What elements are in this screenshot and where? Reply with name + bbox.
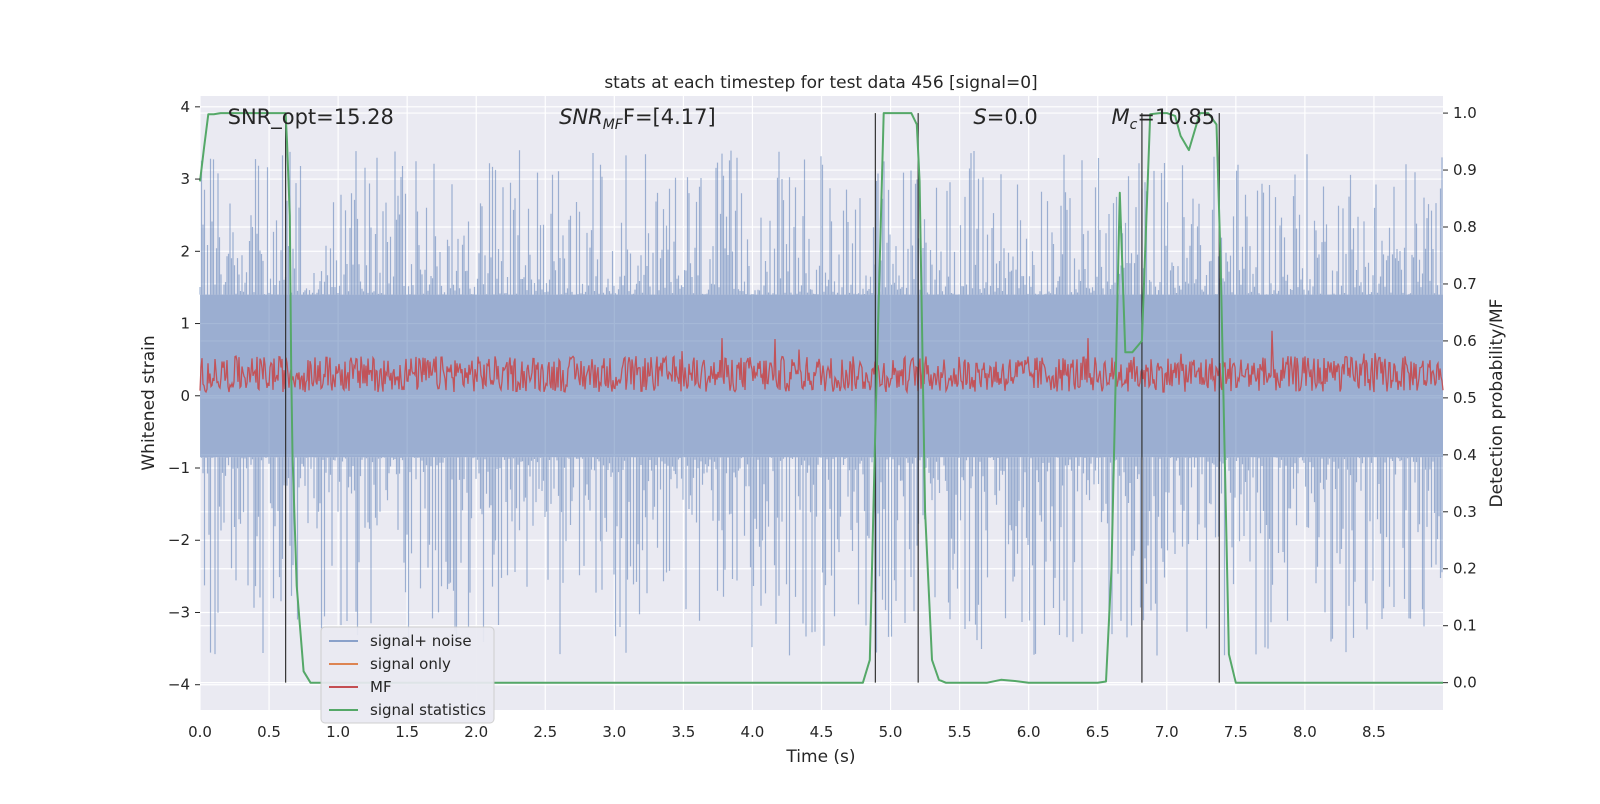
y-tick-label-left: 3 [180, 170, 190, 188]
x-tick-label: 6.0 [1017, 723, 1041, 741]
x-tick-label: 5.0 [879, 723, 903, 741]
legend-box [320, 626, 495, 724]
x-tick-label: 5.5 [948, 723, 972, 741]
chart-title: stats at each timestep for test data 456… [604, 73, 1037, 93]
y-axis-title-left: Whitened strain [139, 335, 159, 470]
y-tick-label-right: 0.0 [1453, 674, 1477, 692]
x-tick-label: 8.0 [1293, 723, 1317, 741]
signal-statistics-series [199, 112, 1443, 684]
legend-label: signal statistics [370, 701, 486, 719]
annotations: SNR_opt=15.28 SNRMFF=[4.17] S=0.0 Mc=10.85 [228, 105, 1215, 133]
y-tick-label-left: −2 [168, 531, 190, 549]
x-tick-label: 7.0 [1155, 723, 1179, 741]
x-tick-label: 2.0 [464, 723, 488, 741]
mf-line [199, 330, 1444, 395]
y-tick-label-right: 0.7 [1453, 275, 1477, 293]
x-tick-label: 6.5 [1086, 723, 1110, 741]
x-tick-label: 7.5 [1224, 723, 1248, 741]
signal-statistics-line [199, 112, 1443, 684]
annotation-3: S=0.0 [973, 105, 1037, 129]
legend-label: MF [370, 678, 392, 696]
y-tick-label-left: 2 [180, 242, 190, 260]
annotation-1: SNR_opt=15.28 [228, 105, 394, 130]
y-tick-label-right: 0.5 [1453, 389, 1477, 407]
x-tick-label: 0.5 [257, 723, 281, 741]
x-tick-label: 1.0 [326, 723, 350, 741]
y-tick-label-right: 0.3 [1453, 503, 1477, 521]
annotation-4: Mc=10.85 [1112, 105, 1216, 133]
y-tick-label-right: 0.8 [1453, 218, 1477, 236]
legend-label: signal+ noise [370, 632, 472, 650]
x-tick-label: 1.5 [395, 723, 419, 741]
x-tick-label: 0.0 [188, 723, 212, 741]
x-tick-label: 8.5 [1362, 723, 1386, 741]
x-tick-label: 3.0 [602, 723, 626, 741]
x-axis-title: Time (s) [785, 747, 855, 767]
y-axis-title-right: Detection probability/MF [1487, 299, 1507, 508]
signal-noise-spikes-down [200, 457, 1443, 656]
x-tick-label: 4.5 [810, 723, 834, 741]
y-tick-label-left: 0 [180, 387, 190, 405]
legend-label: signal only [370, 655, 451, 673]
y-tick-label-left: 1 [180, 315, 190, 333]
y-tick-label-left: −1 [168, 459, 190, 477]
y-tick-label-left: 4 [180, 98, 190, 116]
y-tick-label-right: 1.0 [1453, 104, 1477, 122]
y-tick-label-right: 0.6 [1453, 332, 1477, 350]
x-tick-label: 3.5 [671, 723, 695, 741]
y-tick-label-right: 0.4 [1453, 446, 1477, 464]
annotation-2: SNRMFF=[4.17] [559, 105, 716, 133]
y-tick-label-right: 0.1 [1453, 617, 1477, 635]
legend: signal+ noise signal only MF signal statist… [320, 626, 495, 724]
y-tick-label-left: −3 [168, 603, 190, 621]
x-tick-label: 2.5 [533, 723, 557, 741]
y-tick-label-right: 0.9 [1453, 161, 1477, 179]
signal-noise-spikes-up [199, 150, 1443, 295]
x-tick-label: 4.0 [741, 723, 765, 741]
y-tick-label-left: −4 [168, 676, 190, 694]
axes: 0.0 0.5 1.0 1.5 2.0 2.5 3.0 3.5 4.0 4.5 5.0 5.5 6.0 6… [168, 98, 1477, 741]
mf-series [199, 330, 1444, 395]
y-tick-label-right: 0.2 [1453, 560, 1477, 578]
